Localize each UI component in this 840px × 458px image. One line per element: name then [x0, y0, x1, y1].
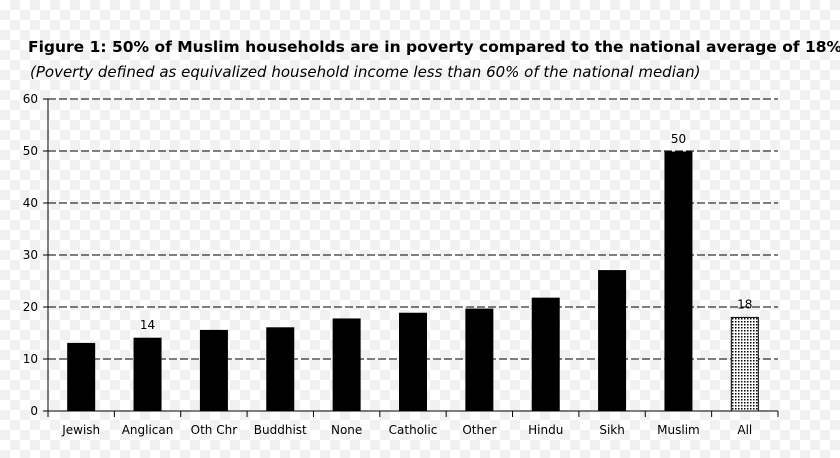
y-tick-label: 60: [23, 92, 38, 106]
category-label: Buddhist: [254, 423, 307, 437]
bar-oth-chr: [199, 329, 228, 412]
category-label: Other: [462, 423, 496, 437]
labels: 0 10 20 30 40 50 60 Jewish Anglican Oth Chr Buddhi…: [23, 92, 753, 437]
bar-hindu: [531, 297, 560, 412]
y-tick-label: 0: [30, 404, 38, 418]
bars: [67, 151, 759, 412]
category-label: Muslim: [657, 423, 700, 437]
y-tick-label: 30: [23, 248, 38, 262]
y-tick-label: 50: [23, 144, 38, 158]
gridlines: [48, 98, 778, 360]
category-label: Hindu: [528, 423, 563, 437]
y-tick-label: 20: [23, 300, 38, 314]
bar-none: [332, 318, 361, 412]
bar-buddhist: [266, 327, 295, 412]
data-label: 50: [671, 132, 686, 146]
data-label: 14: [140, 318, 155, 332]
category-label: Catholic: [389, 423, 438, 437]
category-label: Jewish: [61, 423, 100, 437]
chart-subtitle: (Poverty defined as equivalized househol…: [30, 63, 701, 81]
bar-all: [730, 316, 759, 412]
bar-jewish: [67, 342, 96, 412]
bar-anglican: [133, 337, 162, 412]
category-label: All: [737, 423, 752, 437]
bar-catholic: [399, 312, 427, 412]
y-tick-label: 40: [23, 196, 38, 210]
category-label: Anglican: [122, 423, 174, 437]
category-label: Sikh: [599, 423, 625, 437]
bar-muslim: [664, 151, 693, 412]
data-label: 18: [737, 297, 752, 311]
chart-title: Figure 1: 50% of Muslim households are i…: [28, 38, 840, 56]
category-label: Oth Chr: [191, 423, 238, 437]
y-tick-label: 10: [23, 352, 38, 366]
bar-sikh: [598, 270, 627, 412]
bar-other: [465, 308, 494, 412]
category-label: None: [331, 423, 362, 437]
